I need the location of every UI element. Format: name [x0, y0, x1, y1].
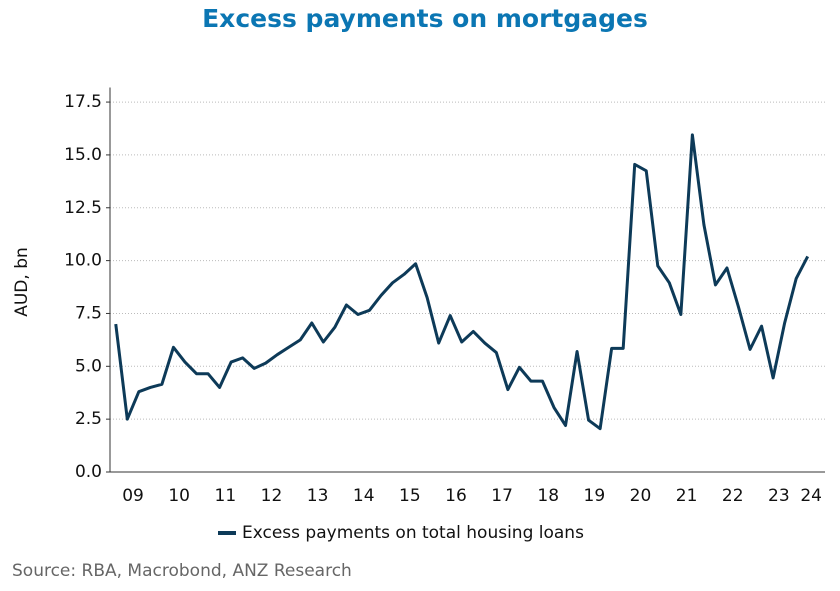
x-tick-label: 11 — [215, 486, 237, 506]
y-tick-label: 10.0 — [64, 251, 102, 271]
x-tick-label: 24 — [800, 486, 822, 506]
x-tick-label: 17 — [491, 486, 513, 506]
source: Source: RBA, Macrobond, ANZ Research — [12, 561, 352, 581]
y-tick-label: 12.5 — [64, 198, 102, 218]
x-tick-label: 18 — [537, 486, 559, 506]
y-tick-label: 5.0 — [75, 356, 102, 376]
x-tick-label: 15 — [399, 486, 421, 506]
x-tick-label: 10 — [168, 486, 190, 506]
y-tick-label: 7.5 — [75, 303, 102, 323]
y-tick-label: 15.0 — [64, 145, 102, 165]
chart-title: Excess payments on mortgages — [202, 4, 648, 33]
y-axis-label: AUD, bn — [12, 247, 32, 317]
y-tick-label: 2.5 — [75, 409, 102, 429]
x-tick-label: 12 — [261, 486, 283, 506]
x-tick-label: 20 — [630, 486, 652, 506]
x-tick-label: 13 — [307, 486, 329, 506]
x-tick-label: 14 — [353, 486, 375, 506]
legend-label: Excess payments on total housing loans — [242, 523, 584, 543]
x-tick-label: 19 — [584, 486, 606, 506]
x-tick-label: 21 — [676, 486, 698, 506]
y-tick-label: 0.0 — [75, 462, 102, 482]
line — [114, 133, 810, 431]
x-tick-label: 16 — [445, 486, 467, 506]
x-tick-label: 09 — [122, 486, 144, 506]
x-tick-label: 22 — [722, 486, 744, 506]
x-tick-label: 23 — [768, 486, 790, 506]
y-tick-label: 17.5 — [64, 92, 102, 112]
